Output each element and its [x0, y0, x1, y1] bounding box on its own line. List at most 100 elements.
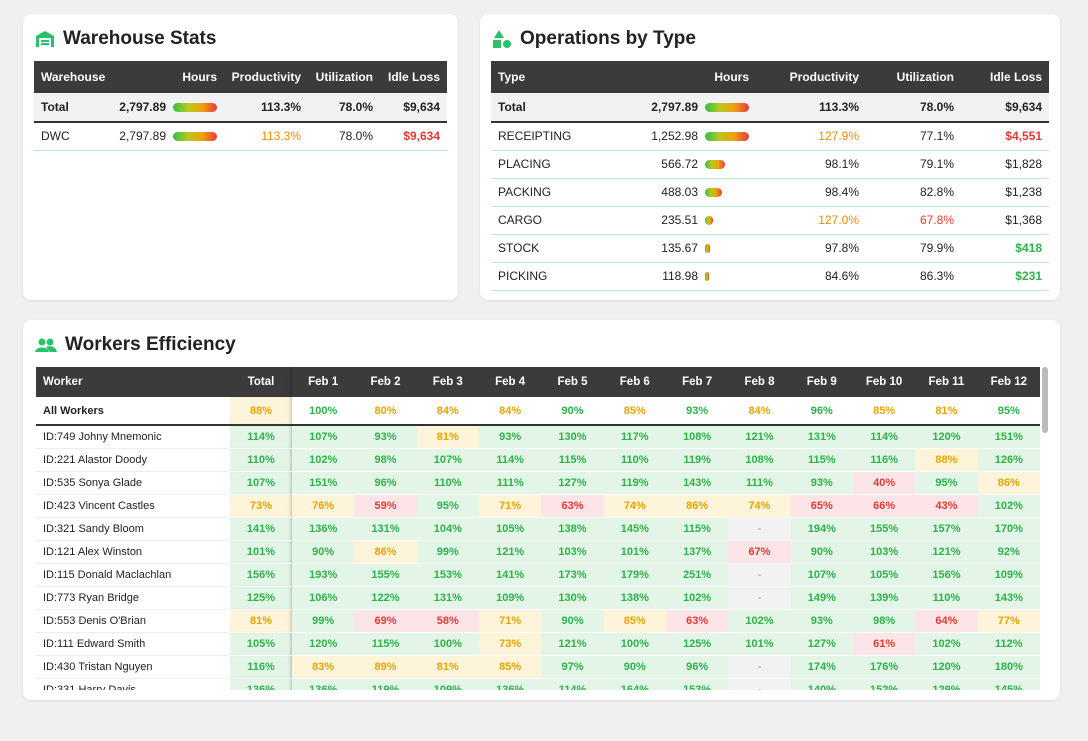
total-row: Total 2,797.89 113.3% 78.0% $9,634 [491, 93, 1049, 123]
card-title: Workers Efficiency [65, 334, 236, 355]
efficiency-cell: 77% [977, 609, 1040, 633]
column-header: Total [230, 367, 292, 397]
column-header: Feb 4 [478, 367, 542, 397]
card-header: Operations by Type [492, 28, 696, 50]
column-header: Feb 3 [416, 367, 479, 397]
column-header: Feb 2 [354, 367, 417, 397]
efficiency-cell: 59% [354, 494, 417, 518]
efficiency-cell: 137% [665, 540, 729, 564]
efficiency-cell: 64% [915, 609, 978, 633]
efficiency-cell: 140% [790, 678, 853, 690]
efficiency-cell: 101% [230, 540, 292, 564]
hours-wrap: 2,797.89 [119, 129, 217, 144]
hours-bar [705, 243, 710, 253]
worker-row: ID:121 Alex Winston 101% 90% 86% 99% 121% 103%… [36, 540, 1040, 564]
column-header: Feb 11 [915, 367, 978, 397]
efficiency-cell: 110% [416, 471, 479, 495]
people-icon [35, 338, 57, 352]
efficiency-cell: 125% [665, 632, 729, 656]
efficiency-cell: 121% [915, 540, 978, 564]
efficiency-cell: 117% [603, 425, 666, 449]
hours-wrap: 566.72 [618, 157, 749, 171]
efficiency-cell: 109% [416, 678, 479, 690]
efficiency-cell: 122% [354, 586, 417, 610]
efficiency-cell: 109% [478, 586, 542, 610]
efficiency-cell: 105% [478, 517, 542, 541]
efficiency-cell: 89% [354, 655, 417, 679]
value-cell: $418 [961, 234, 1049, 263]
efficiency-cell: 119% [665, 448, 729, 472]
hours-bar [705, 159, 725, 169]
value-cell: $9,634 [380, 122, 447, 151]
efficiency-cell: 138% [603, 586, 666, 610]
column-header: Type [491, 61, 611, 93]
workers-scroll[interactable]: Worker Total Feb 1 Feb 2 Feb 3 Feb 4 Feb 5 Feb … [36, 367, 1040, 690]
efficiency-cell: 67% [728, 540, 791, 564]
efficiency-cell: 81% [416, 425, 479, 449]
hours-value: 135.67 [661, 241, 698, 255]
column-header: Feb 6 [603, 367, 666, 397]
efficiency-cell: 149% [790, 586, 853, 610]
efficiency-cell: 90% [292, 540, 355, 564]
efficiency-cell: 194% [790, 517, 853, 541]
efficiency-cell: 86% [665, 494, 729, 518]
worker-row: ID:535 Sonya Glade 107% 151% 96% 110% 111% 127… [36, 471, 1040, 495]
hours-wrap: 135.67 [618, 241, 749, 255]
efficiency-cell: - [728, 655, 791, 679]
worker-name: ID:115 Donald Maclachlan [36, 563, 230, 587]
efficiency-cell: 66% [852, 494, 916, 518]
hours-bar [173, 102, 217, 112]
efficiency-cell: 86% [977, 471, 1040, 495]
bar-track [705, 187, 749, 197]
row-label: CARGO [491, 206, 611, 235]
column-header: Feb 7 [665, 367, 729, 397]
efficiency-cell: 88% [915, 448, 978, 472]
hours-value: 566.72 [661, 157, 698, 171]
summary-cell: 84% [728, 397, 791, 426]
efficiency-cell: 85% [603, 609, 666, 633]
efficiency-cell: 176% [852, 655, 916, 679]
efficiency-cell: 141% [230, 517, 292, 541]
efficiency-cell: 120% [292, 632, 355, 656]
hours-value: 488.03 [661, 185, 698, 199]
efficiency-cell: 81% [416, 655, 479, 679]
value-cell: 127.0% [756, 206, 866, 235]
value-cell: 79.9% [866, 234, 961, 263]
efficiency-cell: 110% [915, 586, 978, 610]
hours-cell: 488.03 [611, 178, 756, 207]
efficiency-cell: 152% [852, 678, 916, 690]
bar-track [705, 243, 749, 253]
warehouse-card: Warehouse Stats Warehouse Hours Productivi… [23, 14, 458, 300]
efficiency-cell: 76% [292, 494, 355, 518]
efficiency-cell: 99% [416, 540, 479, 564]
summary-cell: 96% [790, 397, 853, 426]
card-title: Operations by Type [520, 28, 696, 49]
worker-row: ID:331 Harry Davis 136% 136% 119% 109% 136% 11… [36, 678, 1040, 690]
scrollbar-thumb[interactable] [1042, 367, 1048, 433]
efficiency-cell: 92% [977, 540, 1040, 564]
summary-cell: 90% [541, 397, 604, 426]
hours-wrap: 1,252.98 [618, 129, 749, 143]
worker-name: ID:111 Edward Smith [36, 632, 230, 656]
value-cell: 79.1% [866, 150, 961, 179]
efficiency-cell: 120% [915, 655, 978, 679]
hours-cell: 135.67 [611, 234, 756, 263]
efficiency-cell: 107% [230, 471, 292, 495]
efficiency-cell: 121% [478, 540, 542, 564]
worker-name: ID:749 Johny Mnemonic [36, 425, 230, 449]
row-label: PICKING [491, 262, 611, 291]
efficiency-cell: 110% [230, 448, 292, 472]
efficiency-cell: 105% [852, 563, 916, 587]
summary-cell: 95% [977, 397, 1040, 426]
value-cell: $231 [961, 262, 1049, 291]
value-cell: 82.8% [866, 178, 961, 207]
hours-cell: 118.98 [611, 262, 756, 291]
hours-cell: 566.72 [611, 150, 756, 179]
worker-name: ID:423 Vincent Castles [36, 494, 230, 518]
efficiency-cell: 97% [541, 655, 604, 679]
value-cell: $9,634 [380, 93, 447, 123]
bar-track [705, 131, 749, 141]
warehouse-icon [36, 31, 54, 47]
hours-value: 2,797.89 [119, 129, 166, 144]
column-header: Feb 10 [852, 367, 916, 397]
